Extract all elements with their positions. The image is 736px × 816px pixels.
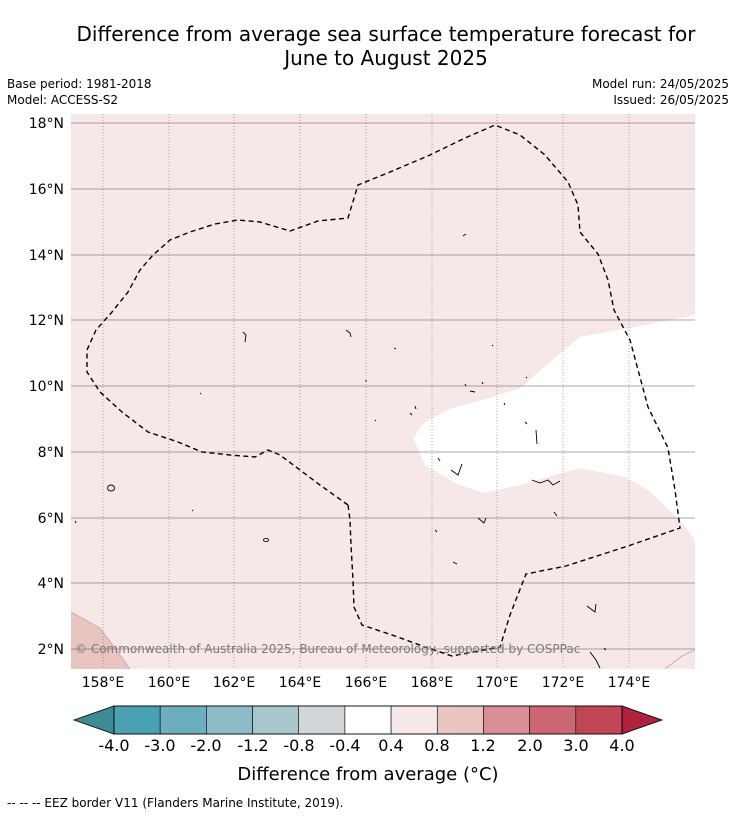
lon-tick-label: 166°E <box>345 675 388 691</box>
colorbar-segment <box>390 705 438 735</box>
island-pohnpei <box>107 484 115 492</box>
colorbar-label: -0.4 <box>329 736 360 755</box>
island-small-5 <box>374 419 377 422</box>
lat-tick-label: 4°N <box>38 576 64 592</box>
colorbar-segment <box>159 705 207 735</box>
colorbar-label: -1.2 <box>237 736 268 755</box>
lat-tick-label: 6°N <box>38 511 64 527</box>
lon-tick-label: 168°E <box>411 675 454 691</box>
island-marshall-9 <box>437 457 441 462</box>
colorbar: -4.0 -3.0 -2.0 -1.2 -0.8 -0.4 0.4 0.8 1.… <box>72 705 664 785</box>
lat-tick-label: 18°N <box>29 116 64 132</box>
island-marshall-2 <box>345 329 352 338</box>
island-small-3 <box>74 520 77 524</box>
island-marshall-5 <box>491 344 494 347</box>
model-run-date: Model run: 24/05/2025 <box>591 77 729 91</box>
island-kosrae <box>263 537 269 543</box>
island-small-2 <box>191 509 194 512</box>
lon-tick-label: 162°E <box>213 675 256 691</box>
island-marshall-1 <box>242 331 247 343</box>
colorbar-segment <box>436 705 484 735</box>
colorbar-segment <box>252 705 300 735</box>
map-title: Difference from average sea surface temp… <box>0 22 736 70</box>
lon-tick-labels: 158°E 160°E 162°E 164°E 166°E 168°E 170°… <box>82 675 651 691</box>
lon-tick-label: 172°E <box>542 675 585 691</box>
colorbar-label: 4.0 <box>609 736 634 755</box>
colorbar-segment <box>206 705 253 735</box>
lat-tick-label: 14°N <box>29 248 64 264</box>
colorbar-under-arrow <box>72 705 115 735</box>
colorbar-label: 2.0 <box>517 736 542 755</box>
contour-0-8-southwest <box>71 611 131 669</box>
colorbar-label: -0.8 <box>283 736 314 755</box>
map-area: © Commonwealth of Australia 2025, Bureau… <box>71 114 695 669</box>
colorbar-labels: -4.0 -3.0 -2.0 -1.2 -0.8 -0.4 0.4 0.8 1.… <box>98 736 634 755</box>
lon-tick-label: 170°E <box>476 675 519 691</box>
lat-tick-label: 16°N <box>29 182 64 198</box>
island-marshall-4 <box>393 347 397 350</box>
colorbar-segment <box>113 705 161 735</box>
anomaly-band-0-8-to-1-2 <box>71 612 130 669</box>
meta-right: Model run: 24/05/2025 Issued: 26/05/2025 <box>592 76 729 108</box>
island-gilbert-6 <box>603 647 607 651</box>
colorbar-segment <box>529 705 577 735</box>
colorbar-segment <box>344 705 392 735</box>
eez-border <box>86 124 681 657</box>
island-gilbert-5 <box>589 651 601 669</box>
island-marshall-13 <box>531 479 561 486</box>
copyright-notice: © Commonwealth of Australia 2025, Bureau… <box>75 642 580 656</box>
graticule <box>71 114 695 669</box>
issued-date: Issued: 26/05/2025 <box>613 93 729 107</box>
lon-tick-label: 164°E <box>279 675 322 691</box>
colorbar-segments <box>113 705 623 735</box>
island-gilbert-4 <box>586 603 597 613</box>
colorbar-segment <box>298 705 346 735</box>
colorbar-label: 3.0 <box>563 736 588 755</box>
lon-tick-label: 158°E <box>82 675 125 691</box>
lat-tick-label: 12°N <box>29 313 64 329</box>
base-period: Base period: 1981-2018 <box>7 77 152 91</box>
contour-0-8-southeast <box>664 649 695 669</box>
lat-tick-labels: 18°N 16°N 14°N 12°N 10°N 8°N 6°N 4°N 2°N <box>29 116 64 658</box>
lon-tick-label: 160°E <box>148 675 191 691</box>
island-gilbert-2 <box>477 517 487 524</box>
island-marshall-8 <box>409 405 417 416</box>
colorbar-label: 1.2 <box>470 736 495 755</box>
eez-legend-note: -- -- -- EEZ border V11 (Flanders Marine… <box>7 796 344 810</box>
title-line-1: Difference from average sea surface temp… <box>76 22 696 46</box>
colorbar-label: -3.0 <box>144 736 175 755</box>
lat-tick-label: 2°N <box>38 642 64 658</box>
colorbar-segment <box>483 705 530 735</box>
island-marshall-12 <box>524 421 538 445</box>
colorbar-over-arrow <box>621 705 664 735</box>
colorbar-title: Difference from average (°C) <box>237 764 498 785</box>
island-small-1 <box>199 392 202 395</box>
island-marshall-11 <box>503 402 506 406</box>
colorbar-label: -2.0 <box>190 736 221 755</box>
colorbar-outline <box>113 705 623 735</box>
island-marshall-14 <box>553 511 558 517</box>
island-marshall-10 <box>450 463 463 476</box>
island-gilbert-1 <box>434 529 438 533</box>
lat-tick-label: 10°N <box>29 379 64 395</box>
colorbar-label: 0.8 <box>424 736 449 755</box>
island-gilbert-3 <box>452 561 458 565</box>
island-small-6 <box>481 381 484 385</box>
island-marshall-3 <box>462 233 467 237</box>
colorbar-label: -4.0 <box>98 736 129 755</box>
colorbar-label: 0.4 <box>378 736 403 755</box>
lon-tick-label: 174°E <box>608 675 651 691</box>
islands <box>74 233 607 669</box>
model-name: Model: ACCESS-S2 <box>7 93 119 107</box>
meta-left: Base period: 1981-2018 Model: ACCESS-S2 <box>7 76 152 108</box>
colorbar-segment <box>575 705 623 735</box>
island-marshall-7 <box>525 376 528 379</box>
lat-tick-label: 8°N <box>38 445 64 461</box>
anomaly-band-neg0-4-to-0-4 <box>413 315 695 540</box>
island-marshall-6 <box>464 383 476 393</box>
title-line-2: June to August 2025 <box>284 46 488 70</box>
